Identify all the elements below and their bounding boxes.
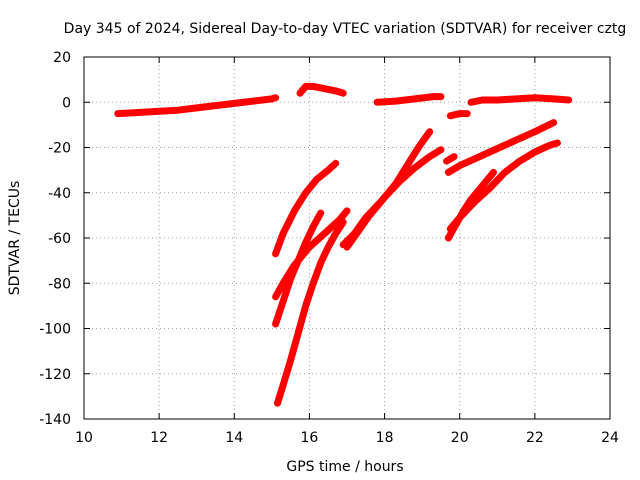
series-track-8 bbox=[272, 207, 351, 301]
y-tick-label: 0 bbox=[62, 95, 71, 111]
series-track-2 bbox=[296, 82, 347, 97]
y-axis-label: SDTVAR / TECUs bbox=[7, 181, 23, 296]
y-tick-label: -40 bbox=[48, 186, 71, 202]
axis-ticks: 10 12 14 16 18 20 22 24 20 0 -20 -40 -60 -80 -100 -120 -… bbox=[39, 50, 619, 446]
series-track-1 bbox=[114, 94, 280, 118]
x-tick-label: 18 bbox=[376, 430, 394, 446]
x-tick-label: 24 bbox=[601, 430, 619, 446]
y-tick-label: 20 bbox=[53, 50, 71, 66]
y-tick-label: -80 bbox=[48, 276, 71, 292]
x-tick-label: 12 bbox=[150, 430, 168, 446]
series-track-4 bbox=[446, 110, 471, 120]
y-tick-label: -140 bbox=[39, 412, 71, 428]
y-tick-label: -120 bbox=[39, 367, 71, 383]
series-track-10 bbox=[339, 128, 434, 249]
data-series bbox=[114, 82, 573, 407]
series-track-15 bbox=[446, 139, 561, 233]
x-tick-label: 22 bbox=[526, 430, 544, 446]
chart-title: Day 345 of 2024, Sidereal Day-to-day VTE… bbox=[64, 21, 627, 37]
series-track-13 bbox=[444, 119, 558, 176]
x-tick-label: 10 bbox=[75, 430, 93, 446]
x-tick-label: 20 bbox=[451, 430, 469, 446]
series-track-6 bbox=[272, 159, 340, 258]
y-tick-label: -20 bbox=[48, 141, 71, 157]
x-axis-label: GPS time / hours bbox=[286, 459, 403, 475]
series-track-5 bbox=[467, 94, 573, 106]
series-track-11 bbox=[343, 146, 445, 251]
series-track-12 bbox=[443, 153, 458, 165]
x-tick-label: 16 bbox=[301, 430, 319, 446]
y-tick-label: -60 bbox=[48, 231, 71, 247]
x-tick-label: 14 bbox=[225, 430, 243, 446]
series-track-9 bbox=[274, 218, 347, 407]
series-track-3 bbox=[373, 93, 445, 106]
y-tick-label: -100 bbox=[39, 322, 71, 338]
